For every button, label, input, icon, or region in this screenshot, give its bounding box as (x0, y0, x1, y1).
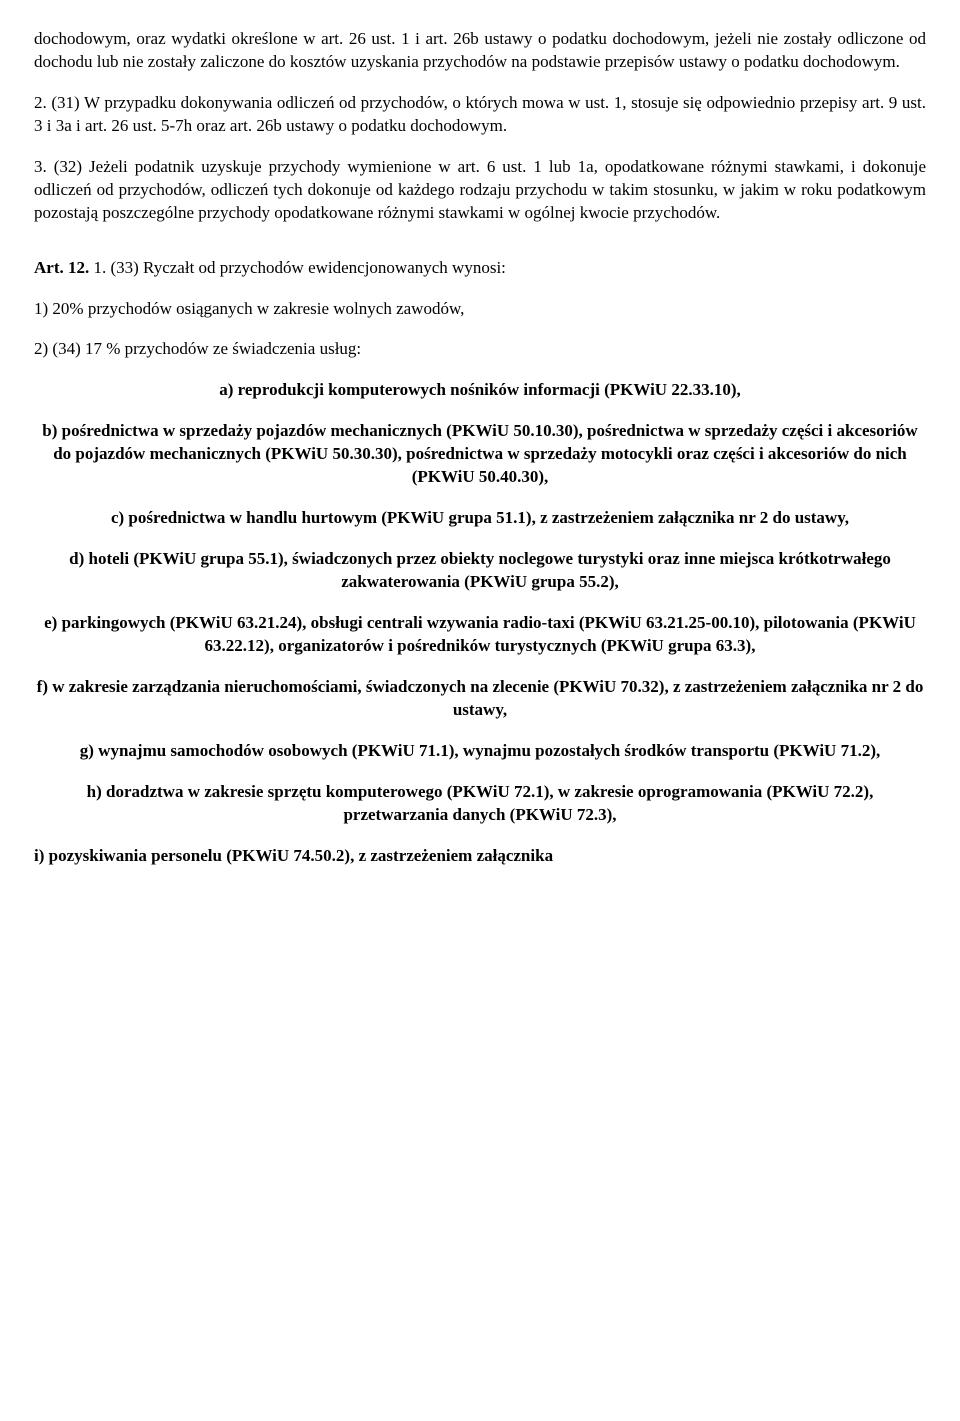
article-12-label: Art. 12. (34, 258, 89, 277)
item-1: 1) 20% przychodów osiąganych w zakresie … (34, 298, 926, 321)
article-12-rest: 1. (33) Ryczałt od przychodów ewidencjon… (89, 258, 506, 277)
subitem-g: g) wynajmu samochodów osobowych (PKWiU 7… (34, 740, 926, 763)
subitem-e: e) parkingowych (PKWiU 63.21.24), obsług… (34, 612, 926, 658)
paragraph-2: 2. (31) W przypadku dokonywania odliczeń… (34, 92, 926, 138)
subitem-a: a) reprodukcji komputerowych nośników in… (34, 379, 926, 402)
subitem-b: b) pośrednictwa w sprzedaży pojazdów mec… (34, 420, 926, 489)
paragraph-3: 3. (32) Jeżeli podatnik uzyskuje przycho… (34, 156, 926, 225)
paragraph-intro: dochodowym, oraz wydatki określone w art… (34, 28, 926, 74)
article-12-heading: Art. 12. 1. (33) Ryczałt od przychodów e… (34, 257, 926, 280)
subitem-f: f) w zakresie zarządzania nieruchomościa… (34, 676, 926, 722)
subitem-c: c) pośrednictwa w handlu hurtowym (PKWiU… (34, 507, 926, 530)
subitem-h: h) doradztwa w zakresie sprzętu komputer… (34, 781, 926, 827)
item-2: 2) (34) 17 % przychodów ze świadczenia u… (34, 338, 926, 361)
subitem-i: i) pozyskiwania personelu (PKWiU 74.50.2… (34, 845, 926, 868)
subitem-d: d) hoteli (PKWiU grupa 55.1), świadczony… (34, 548, 926, 594)
